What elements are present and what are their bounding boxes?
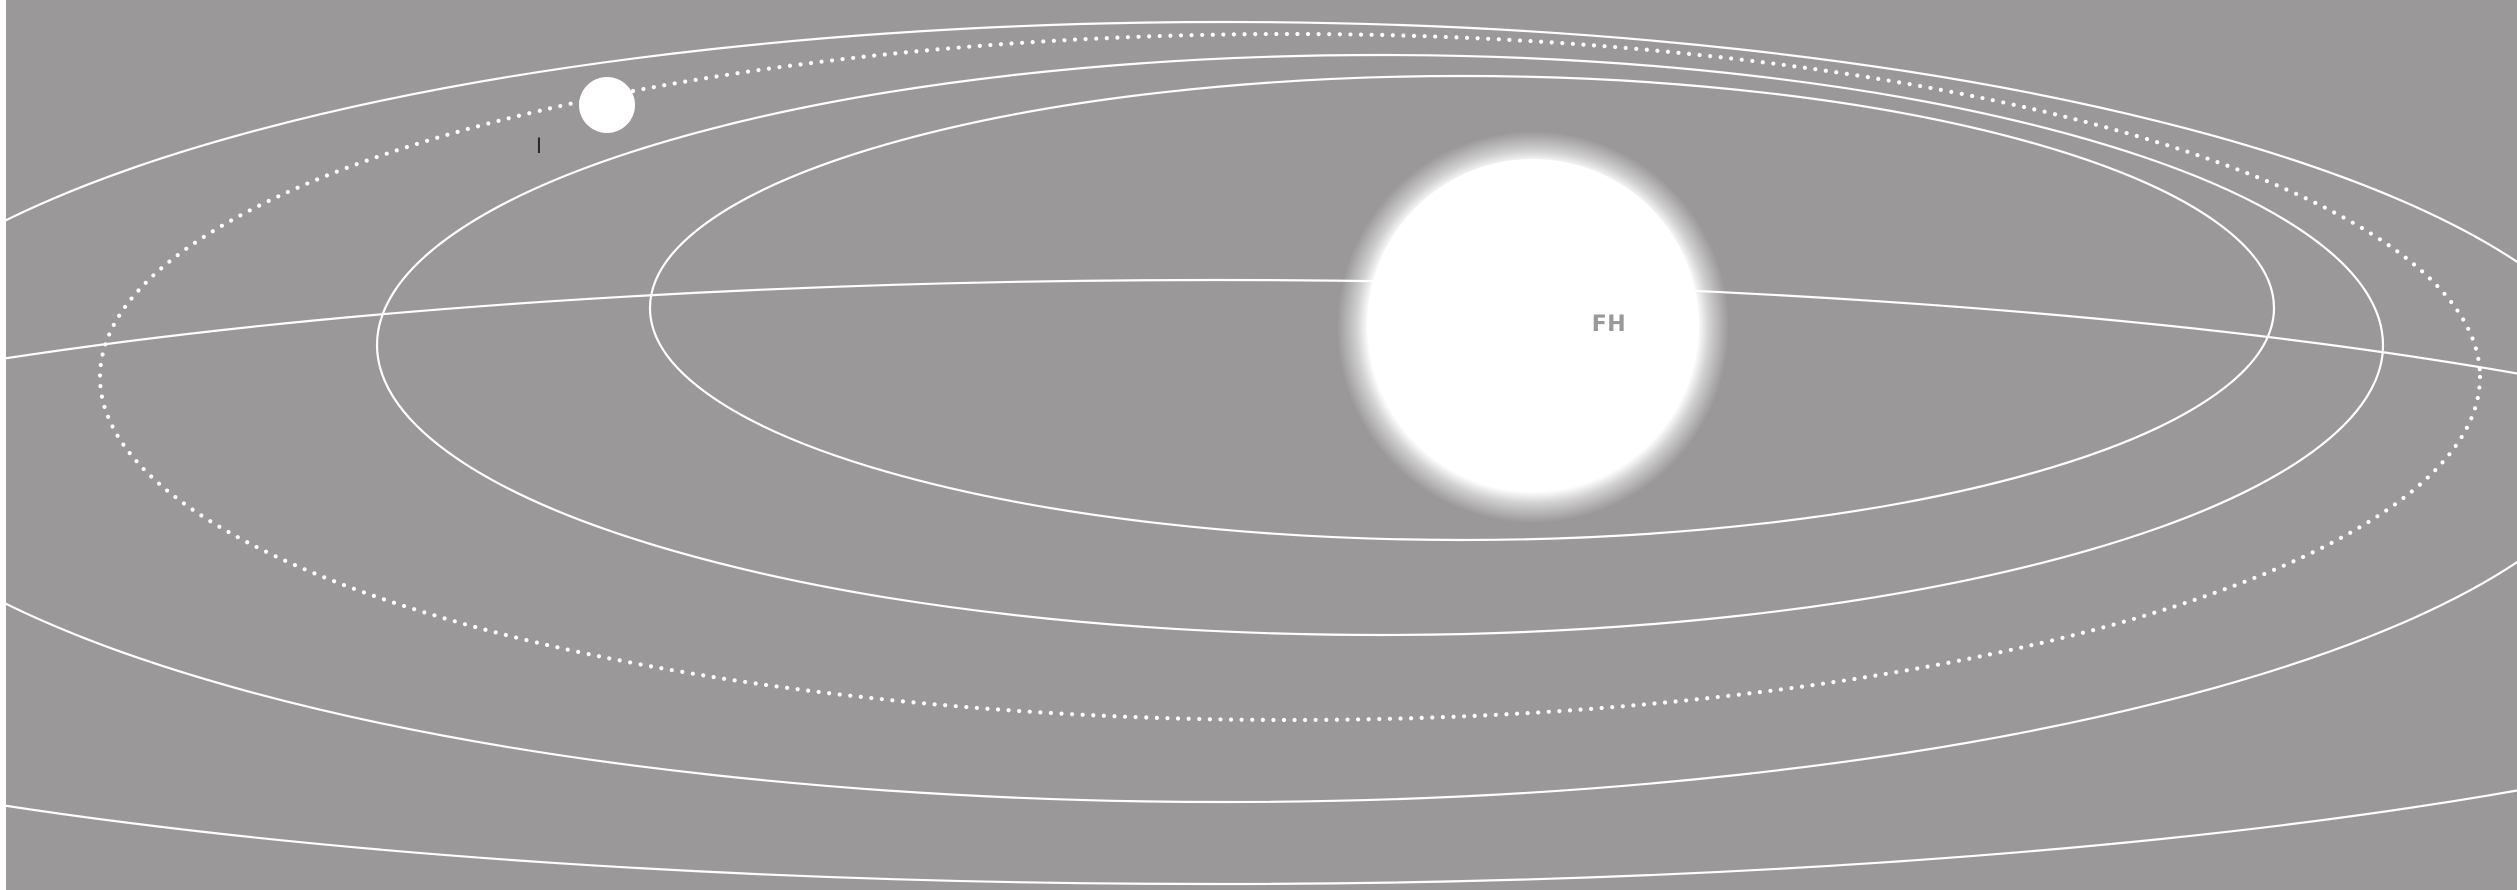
star-label: FH	[1592, 312, 1626, 337]
orbit-ring-middle	[375, 53, 2385, 637]
orbit-ring-inner	[648, 74, 2276, 542]
star-body	[1367, 159, 1699, 491]
diagram-background	[6, 0, 2517, 890]
orbit-ring-dotted	[97, 31, 2483, 723]
orbit-ring-outer	[0, 21, 2517, 803]
planet	[579, 77, 635, 133]
planet-label: I	[536, 134, 542, 158]
orbit-ring-outermost	[0, 278, 2517, 886]
